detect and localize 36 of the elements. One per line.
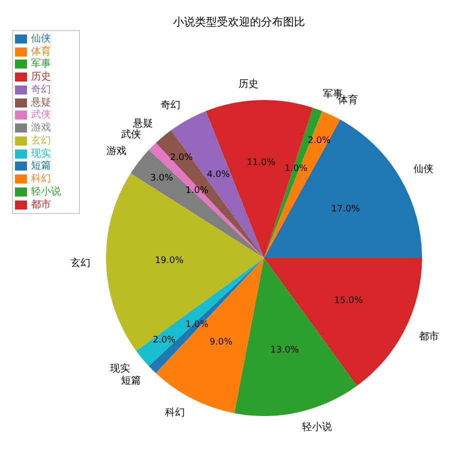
chart-title: 小说类型受欢迎的分布图比 xyxy=(173,16,305,28)
legend-label: 体育 xyxy=(31,46,51,58)
data-label: 4.0% xyxy=(206,170,230,180)
data-label: 3.0% xyxy=(150,174,174,184)
slice-label: 仙侠 xyxy=(414,163,434,176)
legend-label: 军事 xyxy=(31,59,51,70)
slice-label: 短篇 xyxy=(121,375,142,386)
data-label: 13.0% xyxy=(270,346,300,356)
slice-label: 悬疑 xyxy=(132,118,154,130)
data-label: 2.0% xyxy=(152,336,176,346)
data-label: 11.0% xyxy=(246,158,276,168)
legend-label: 轻小说 xyxy=(31,186,61,198)
legend-label: 游戏 xyxy=(31,122,51,134)
legend-label: 武侠 xyxy=(31,110,51,122)
slice-label: 奇幻 xyxy=(160,99,180,112)
slice-label: 轻小说 xyxy=(302,421,332,434)
slice-label: 游戏 xyxy=(106,144,127,157)
data-label: 9.0% xyxy=(210,337,233,348)
legend-label: 奇幻 xyxy=(31,84,51,96)
data-label: 19.0% xyxy=(154,256,184,266)
legend-label: 现实 xyxy=(31,148,51,160)
legend-label: 科幻 xyxy=(31,174,51,185)
slice-label: 都市 xyxy=(418,330,439,342)
data-label: 15.0% xyxy=(334,296,364,306)
slice-label: 现实 xyxy=(110,362,130,374)
slice-label: 科幻 xyxy=(165,406,186,418)
legend-label: 短篇 xyxy=(31,161,51,172)
legend-label: 玄幻 xyxy=(31,136,51,147)
slice-label: 历史 xyxy=(238,78,259,90)
legend-label: 悬疑 xyxy=(31,97,51,108)
slice-label: 玄幻 xyxy=(70,256,90,269)
legend-label: 历史 xyxy=(31,72,51,83)
data-label: 17.0% xyxy=(331,204,360,215)
slice-label: 武侠 xyxy=(121,128,142,141)
legend-label: 仙侠 xyxy=(31,34,51,45)
legend-label: 都市 xyxy=(31,199,51,210)
